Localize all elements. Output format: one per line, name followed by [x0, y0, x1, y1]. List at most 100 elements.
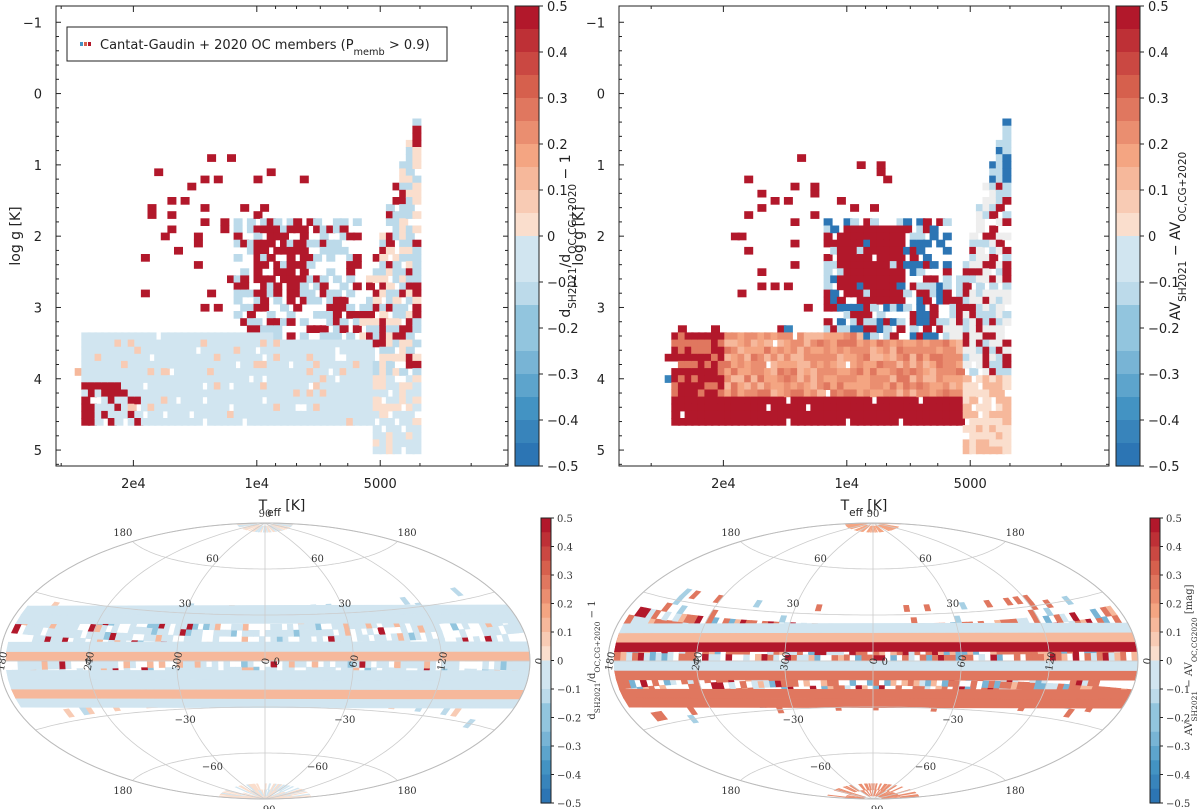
- heatmap-cell: [286, 410, 296, 419]
- heatmap-cell: [916, 246, 926, 255]
- heatmap-cell: [81, 418, 91, 426]
- sky-cell: [970, 680, 978, 688]
- heatmap-cell: [319, 389, 329, 398]
- heatmap-cell: [982, 418, 992, 426]
- heatmap-cell: [326, 246, 336, 255]
- heatmap-cell: [346, 396, 356, 405]
- heatmap-cell: [684, 389, 694, 398]
- heatmap-cell: [863, 254, 873, 262]
- colorbar-segment: [1150, 603, 1160, 619]
- heatmap-cell: [313, 403, 323, 412]
- heatmap-cell: [306, 389, 316, 398]
- heatmap-cell: [352, 232, 362, 241]
- heatmap-cell: [346, 268, 356, 276]
- heatmap-cell: [372, 332, 382, 341]
- heatmap-cell: [989, 360, 999, 369]
- heatmap-cell: [385, 318, 395, 326]
- colorbar-tick-label: −0.4: [1166, 771, 1190, 782]
- heatmap-cell: [306, 254, 316, 262]
- sky-cell: [1084, 652, 1092, 662]
- heatmap-cell: [174, 403, 183, 412]
- heatmap-cell: [982, 432, 992, 440]
- heatmap-cell: [405, 296, 415, 305]
- heatmap-cell: [962, 325, 972, 333]
- heatmap-cell: [704, 332, 714, 341]
- heatmap-cell: [969, 254, 979, 262]
- heatmap-cell: [280, 261, 289, 269]
- heatmap-cell: [995, 318, 1005, 326]
- heatmap-cell: [916, 239, 926, 248]
- heatmap-cell: [889, 368, 899, 376]
- sky-cell: [889, 786, 904, 793]
- colorbar-segment: [515, 75, 539, 99]
- heatmap-cell: [863, 403, 873, 412]
- heatmap-cell: [982, 339, 992, 348]
- heatmap-cell: [147, 360, 157, 369]
- heatmap-cell: [352, 318, 362, 326]
- heatmap-cell: [850, 282, 860, 291]
- heatmap-cell: [883, 410, 893, 419]
- heatmap-cell: [790, 403, 800, 412]
- heatmap-cell: [286, 368, 296, 376]
- heatmap-cell: [379, 403, 389, 412]
- heatmap-cell: [836, 360, 846, 369]
- latitude-label: 60: [919, 554, 932, 565]
- heatmap-cell: [909, 332, 919, 341]
- sky-cell: [304, 629, 312, 637]
- sky-cell: [981, 680, 990, 688]
- heatmap-cell: [286, 382, 296, 390]
- heatmap-cell: [896, 360, 906, 369]
- sky-cell: [123, 660, 131, 669]
- heatmap-cell: [843, 261, 853, 269]
- sky-cell: [820, 679, 828, 687]
- heatmap-cell: [989, 204, 999, 212]
- heatmap-cell: [962, 346, 972, 355]
- heatmap-cell: [220, 396, 230, 405]
- heatmap-cell: [273, 232, 283, 241]
- heatmap-cell: [843, 246, 853, 255]
- heatmap-cell: [121, 332, 130, 341]
- heatmap-cell: [717, 418, 727, 426]
- heatmap-cell: [896, 339, 906, 348]
- heatmap-cell: [299, 254, 309, 262]
- heatmap-cell: [817, 389, 826, 398]
- heatmap-cell: [856, 353, 866, 362]
- heatmap-cell: [889, 353, 899, 362]
- heatmap-cell: [989, 275, 999, 284]
- heatmap-cell: [140, 403, 150, 412]
- heatmap-cell: [889, 275, 899, 284]
- heatmap-cell: [405, 439, 415, 448]
- heatmap-cell: [909, 239, 919, 248]
- heatmap-cell: [260, 289, 270, 298]
- heatmap-cell: [691, 382, 701, 390]
- heatmap-cell: [332, 318, 342, 326]
- heatmap-cell: [750, 382, 760, 390]
- heatmap-cell: [936, 346, 946, 355]
- heatmap-cell: [757, 332, 767, 341]
- heatmap-cell: [949, 396, 959, 405]
- heatmap-cell: [870, 339, 879, 348]
- heatmap-cell: [339, 368, 349, 376]
- heatmap-cell: [240, 346, 250, 355]
- heatmap-cell: [830, 239, 840, 248]
- heatmap-cell: [870, 360, 879, 369]
- sky-cell: [230, 629, 238, 637]
- heatmap-cell: [412, 147, 422, 155]
- heatmap-cell: [916, 261, 926, 269]
- heatmap-cell: [909, 418, 919, 426]
- heatmap-cell: [856, 396, 866, 405]
- heatmap-cell: [405, 275, 415, 284]
- heatmap-cell: [160, 339, 170, 348]
- heatmap-cell: [326, 403, 336, 412]
- sky-cell: [20, 604, 515, 616]
- sky-cell: [366, 627, 375, 636]
- heatmap-cell: [293, 239, 303, 248]
- heatmap-cell: [286, 332, 296, 341]
- heatmap-cell: [711, 396, 720, 405]
- colorbar-segment: [1116, 420, 1140, 444]
- heatmap-cell: [949, 332, 959, 341]
- heatmap-cell: [154, 410, 164, 419]
- heatmap-cell: [664, 375, 674, 383]
- heatmap-cell: [863, 246, 873, 255]
- heatmap-cell: [975, 261, 985, 269]
